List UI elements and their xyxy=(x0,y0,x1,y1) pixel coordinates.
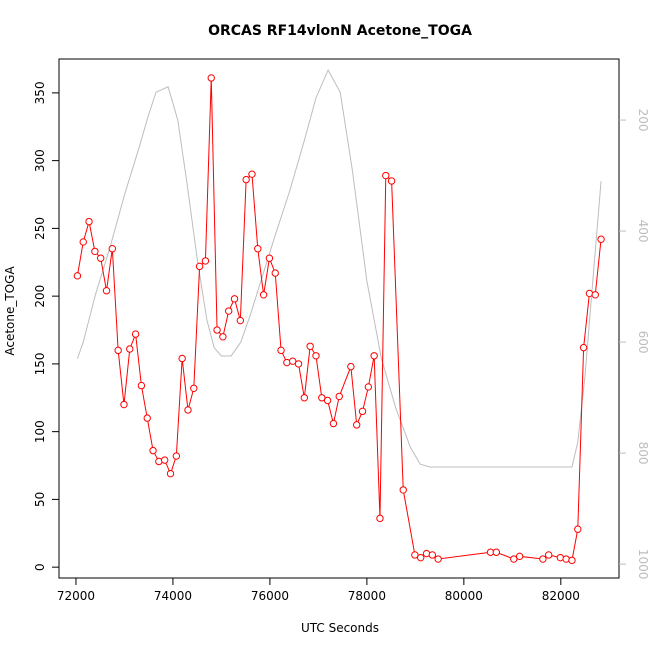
data-point xyxy=(166,469,175,478)
data-point xyxy=(591,291,599,299)
data-point xyxy=(294,360,303,368)
data-point xyxy=(259,291,268,299)
data-point xyxy=(434,555,442,563)
data-point xyxy=(382,171,390,180)
data-point xyxy=(195,262,204,271)
data-point xyxy=(219,333,227,341)
data-point xyxy=(335,392,343,401)
data-point xyxy=(492,548,501,556)
y-tick-label: 200 xyxy=(33,285,47,308)
data-point xyxy=(568,556,576,565)
data-point xyxy=(102,287,111,295)
data-point xyxy=(574,525,582,533)
data-point xyxy=(347,362,355,371)
data-point xyxy=(544,551,553,559)
x-tick-label: 82000 xyxy=(542,589,580,603)
data-point xyxy=(329,419,338,428)
data-point xyxy=(131,330,140,338)
data-point xyxy=(248,170,256,178)
y-tick-label: 100 xyxy=(33,420,47,443)
y-tick-label: 50 xyxy=(33,492,47,507)
data-point xyxy=(91,247,99,256)
data-point xyxy=(376,514,384,523)
data-point xyxy=(352,421,361,429)
data-point xyxy=(323,396,332,405)
x-tick-label: 72000 xyxy=(57,589,95,603)
data-point xyxy=(172,452,181,460)
data-point xyxy=(120,400,128,409)
right-axis-series-layer xyxy=(76,68,602,468)
data-point xyxy=(358,407,367,416)
series-line-acetone xyxy=(76,77,602,561)
y2-tick-label: 1000 xyxy=(636,549,650,580)
data-point xyxy=(224,307,233,315)
y-tick-label: 300 xyxy=(33,149,47,172)
data-point xyxy=(184,406,192,414)
data-point xyxy=(277,346,285,355)
data-point xyxy=(149,446,157,455)
data-point xyxy=(96,254,105,262)
x-axis-label: UTC Seconds xyxy=(301,621,379,635)
data-point xyxy=(254,245,262,253)
data-point xyxy=(306,342,314,350)
data-point xyxy=(242,175,250,184)
chart-title: ORCAS RF14vlonN Acetone_TOGA xyxy=(208,23,472,39)
data-point xyxy=(312,352,320,360)
data-point xyxy=(411,551,419,559)
data-point xyxy=(416,553,425,562)
y-axis-label: Acetone_TOGA xyxy=(3,266,17,356)
data-point xyxy=(114,346,122,355)
data-point xyxy=(539,555,547,563)
data-point xyxy=(108,245,117,253)
data-point xyxy=(230,295,239,303)
series-line-right-axis xyxy=(76,68,602,468)
data-point xyxy=(73,272,82,280)
data-point xyxy=(370,352,378,360)
data-point xyxy=(143,414,151,422)
data-point xyxy=(79,238,87,246)
data-point xyxy=(579,343,588,352)
data-point xyxy=(160,456,169,464)
data-point xyxy=(364,383,373,391)
x-tick-label: 74000 xyxy=(154,589,192,603)
data-point xyxy=(207,74,215,82)
plot-frame xyxy=(58,58,620,579)
x-tick-label: 80000 xyxy=(445,589,483,603)
y2-tick-label: 200 xyxy=(636,109,650,132)
y2-tick-label: 600 xyxy=(636,331,650,354)
data-point xyxy=(126,345,134,353)
data-point xyxy=(318,394,326,402)
axes-layer: 72000 74000 76000 78000 80000 82000 0 50 100 150 2… xyxy=(33,81,650,603)
x-tick-label: 78000 xyxy=(348,589,386,603)
data-point xyxy=(387,177,396,185)
main-series-layer xyxy=(73,74,605,565)
x-tick-label: 76000 xyxy=(251,589,289,603)
y2-tick-label: 400 xyxy=(636,220,650,243)
data-point xyxy=(597,235,605,243)
data-point xyxy=(300,394,309,402)
data-point xyxy=(178,354,186,363)
data-point xyxy=(137,381,146,390)
y-tick-label: 350 xyxy=(33,81,47,104)
data-point xyxy=(213,326,221,334)
data-point xyxy=(510,555,518,563)
data-point xyxy=(288,357,297,365)
data-point xyxy=(190,384,198,392)
data-point xyxy=(399,486,407,494)
y-tick-label: 250 xyxy=(33,217,47,240)
data-point xyxy=(515,552,524,561)
y2-tick-label: 800 xyxy=(636,442,650,465)
data-point xyxy=(271,269,279,277)
y-tick-label: 150 xyxy=(33,352,47,375)
data-point xyxy=(265,254,274,262)
data-point xyxy=(428,551,437,559)
data-point xyxy=(85,217,93,226)
data-point xyxy=(201,257,210,265)
data-point xyxy=(236,316,245,325)
y-tick-label: 0 xyxy=(33,563,47,571)
